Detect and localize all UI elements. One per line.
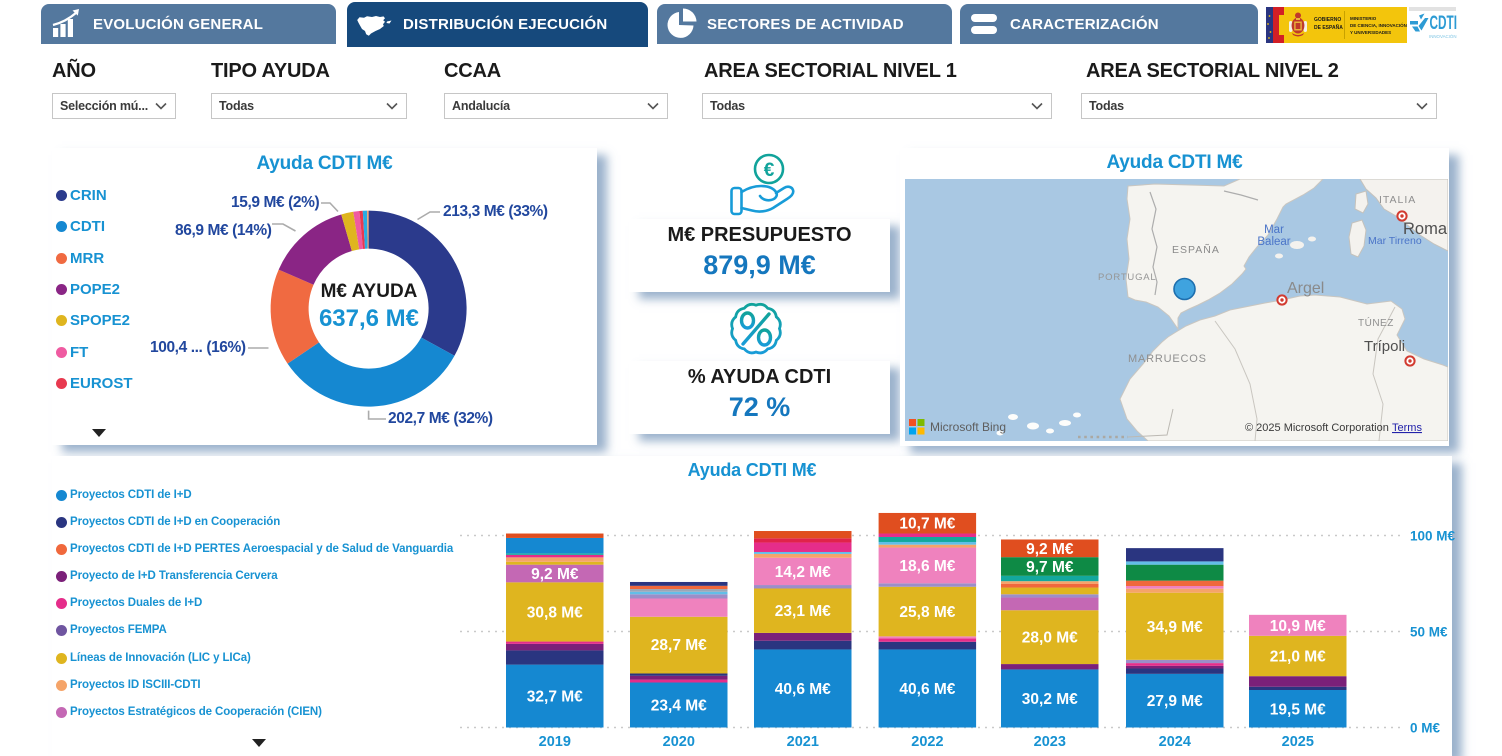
svg-text:CDTI: CDTI — [1430, 13, 1457, 33]
svg-text:100 M€: 100 M€ — [1410, 529, 1456, 544]
svg-text:23,4 M€: 23,4 M€ — [651, 698, 707, 715]
svg-text:34,9 M€: 34,9 M€ — [1147, 619, 1203, 636]
svg-text:Mar: Mar — [1264, 224, 1284, 236]
svg-text:25,8 M€: 25,8 M€ — [899, 604, 955, 621]
svg-text:10,7 M€: 10,7 M€ — [899, 516, 955, 533]
svg-text:28,0 M€: 28,0 M€ — [1022, 630, 1078, 647]
svg-text:28,7 M€: 28,7 M€ — [651, 637, 707, 654]
svg-text:2019: 2019 — [539, 734, 571, 750]
svg-text:50 M€: 50 M€ — [1410, 625, 1448, 640]
svg-text:TÚNEZ: TÚNEZ — [1358, 316, 1394, 329]
svg-text:19,5 M€: 19,5 M€ — [1270, 701, 1326, 718]
svg-text:23,1 M€: 23,1 M€ — [775, 603, 831, 620]
svg-text:© 2025 Microsoft Corporation: © 2025 Microsoft Corporation — [1245, 422, 1389, 434]
svg-text:2024: 2024 — [1159, 734, 1191, 750]
svg-text:Argel: Argel — [1287, 280, 1324, 297]
svg-text:2022: 2022 — [911, 734, 943, 750]
svg-text:21,0 M€: 21,0 M€ — [1270, 649, 1326, 666]
svg-text:9,2 M€: 9,2 M€ — [1026, 541, 1074, 558]
svg-text:Mar Tirreno: Mar Tirreno — [1368, 235, 1422, 247]
svg-text:ESPAÑA: ESPAÑA — [1172, 243, 1220, 256]
svg-text:ITALIA: ITALIA — [1379, 194, 1416, 206]
svg-text:10,9 M€: 10,9 M€ — [1270, 618, 1326, 635]
svg-text:30,2 M€: 30,2 M€ — [1022, 691, 1078, 708]
svg-text:Microsoft Bing: Microsoft Bing — [930, 420, 1006, 434]
svg-text:€: € — [764, 160, 775, 181]
svg-text:9,7 M€: 9,7 M€ — [1026, 559, 1074, 576]
svg-text:0 M€: 0 M€ — [1410, 721, 1441, 736]
svg-text:40,6 M€: 40,6 M€ — [775, 681, 831, 698]
svg-text:2021: 2021 — [787, 734, 819, 750]
svg-text:14,2 M€: 14,2 M€ — [775, 564, 831, 581]
svg-text:27,9 M€: 27,9 M€ — [1147, 693, 1203, 710]
svg-text:Terms: Terms — [1392, 422, 1422, 434]
svg-text:Roma: Roma — [1403, 220, 1448, 238]
svg-text:30,8 M€: 30,8 M€ — [527, 605, 583, 622]
svg-text:PORTUGAL: PORTUGAL — [1098, 272, 1157, 283]
svg-text:2023: 2023 — [1034, 734, 1066, 750]
svg-text:Trípoli: Trípoli — [1364, 338, 1405, 355]
svg-text:INNOVACIÓN: INNOVACIÓN — [1429, 34, 1456, 39]
svg-text:40,6 M€: 40,6 M€ — [899, 681, 955, 698]
svg-text:2020: 2020 — [663, 734, 695, 750]
svg-text:2025: 2025 — [1282, 734, 1314, 750]
svg-text:18,6 M€: 18,6 M€ — [899, 558, 955, 575]
svg-text:Balear: Balear — [1257, 236, 1290, 248]
svg-text:9,2 M€: 9,2 M€ — [531, 566, 579, 583]
svg-text:32,7 M€: 32,7 M€ — [527, 689, 583, 706]
svg-text:MARRUECOS: MARRUECOS — [1128, 353, 1207, 365]
